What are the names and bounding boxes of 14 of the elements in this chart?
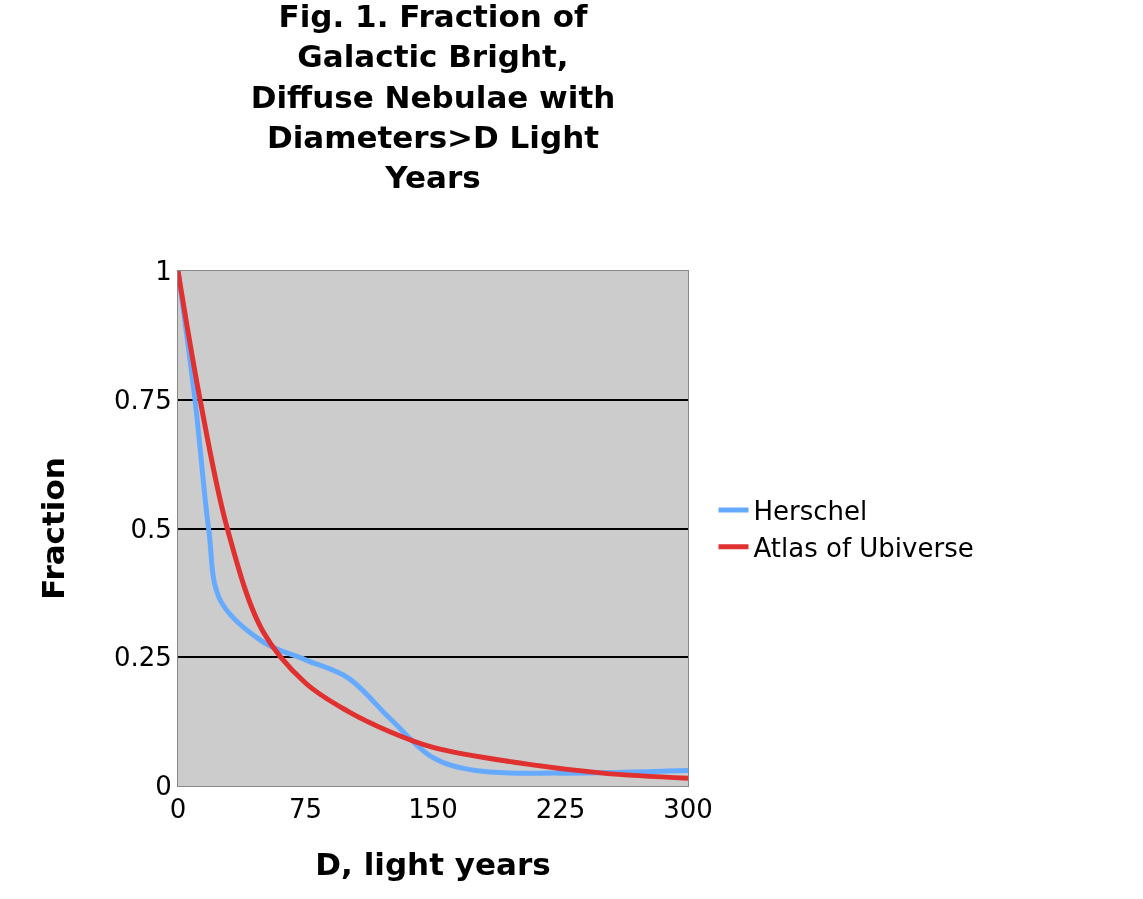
y-tick-label: 0.25 [113,642,172,673]
x-tick-label: 150 [408,794,458,825]
x-axis-title: D, light years [315,846,551,883]
legend-label: Atlas of Ubiverse [753,532,974,563]
x-tick-label: 300 [663,794,713,825]
y-axis-title: Fraction [34,457,71,600]
x-tick-label: 75 [288,794,323,825]
y-tick-label: 0 [155,771,172,802]
chart-title: Fig. 1. Fraction of Galactic Bright, Diffuse Nebulae with Diameters>D Light Years [250,0,616,196]
legend-label: Herschel [753,496,868,527]
y-tick-label: 0.75 [113,384,172,415]
x-tick-label: 225 [535,794,586,825]
y-tick-label: 1 [155,256,172,287]
y-tick-label: 0.5 [130,513,172,544]
